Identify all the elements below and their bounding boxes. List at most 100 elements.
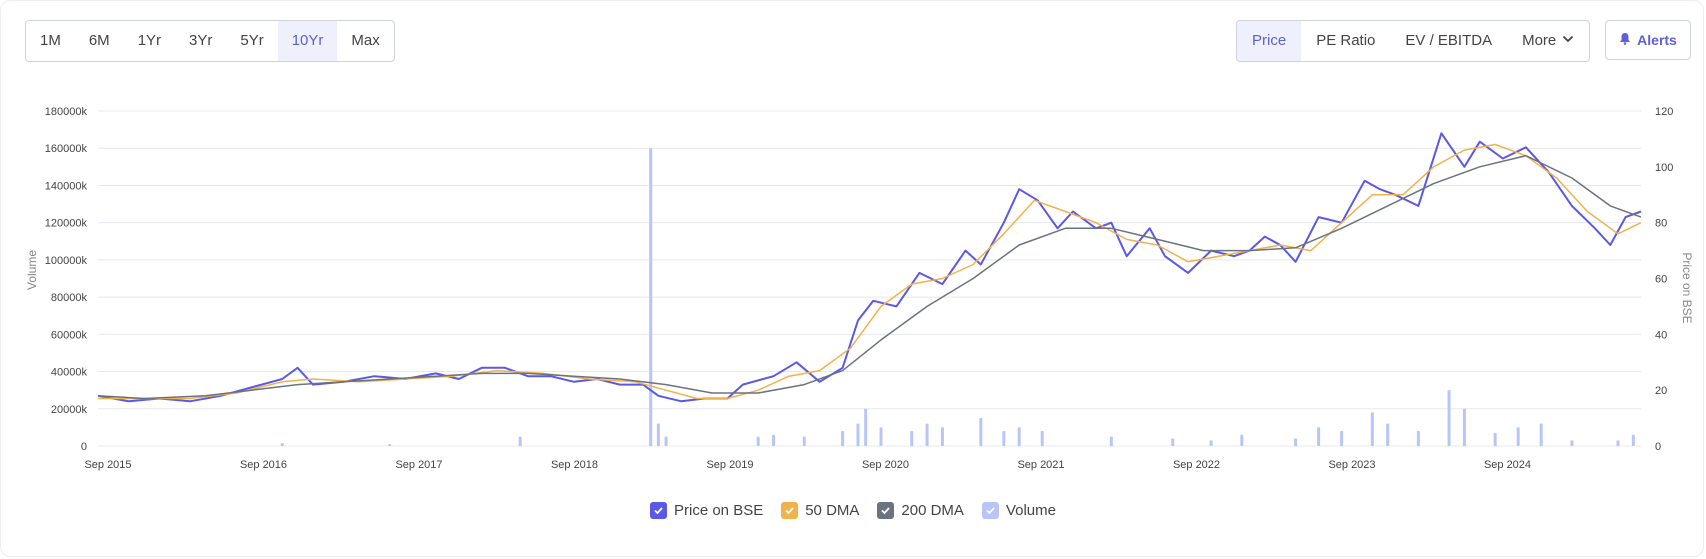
left-tick-label: 60000k [51,329,88,341]
left-axis-ticks: 0 20000k 40000k 60000k 80000k 100000k 120000k 1… [45,106,88,453]
check-icon [981,502,999,519]
volume-bar [1002,431,1006,446]
volume-bar [979,418,983,446]
range-10yr[interactable]: 10Yr [277,21,338,61]
legend-label: 200 DMA [901,502,964,519]
left-tick-label: 100000k [45,255,88,267]
volume-bar [925,423,929,446]
volume-bar [1570,440,1574,446]
x-tick-label: Sep 2024 [1484,459,1531,471]
volume-bar [841,431,845,446]
legend-label: 50 DMA [805,502,860,519]
left-tick-label: 160000k [45,143,88,155]
legend-volume[interactable]: Volume [981,502,1056,519]
volume-bar [1017,427,1021,446]
volume-bar [518,436,522,446]
right-tick-label: 120 [1655,106,1673,118]
volume-bar [1370,412,1374,446]
x-tick-label: Sep 2017 [395,459,442,471]
metric-label: Price [1252,32,1287,49]
left-axis-title: Volume [25,250,39,290]
right-tick-label: 100 [1655,162,1673,174]
volume-bar [1209,440,1213,446]
metric-ev-ebitda[interactable]: EV / EBITDA [1390,21,1507,61]
volume-bar [1447,390,1451,446]
chart-legend: Price on BSE 50 DMA 200 DMA Volume [0,502,1706,519]
left-tick-label: 140000k [45,180,88,192]
volume-bar [388,444,392,446]
volume-bar [802,436,806,446]
volume-bar [756,436,760,446]
time-range-selector: 1M 6M 1Yr 3Yr 5Yr 10Yr Max [25,20,395,62]
left-tick-label: 0 [81,441,87,453]
right-axis-ticks: 0 20 40 60 80 100 120 [1655,106,1673,453]
volume-bar [910,431,914,446]
series-line-price-on-bse [97,132,1642,403]
range-1yr[interactable]: 1Yr [137,32,162,49]
volume-bar [856,423,860,446]
more-label: More [1522,32,1557,49]
x-tick-label: Sep 2023 [1328,459,1375,471]
check-icon [877,502,895,519]
series-line-50-dma [98,143,1642,400]
legend-label: Volume [1005,502,1056,519]
legend-price[interactable]: Price on BSE [650,502,763,519]
price-volume-chart: 0 20000k 40000k 60000k 80000k 100000k 120000k 1… [25,106,1694,471]
bell-icon [1619,32,1631,48]
x-tick-label: Sep 2021 [1017,459,1064,471]
range-5yr[interactable]: 5Yr [240,32,264,49]
volume-bar [1386,423,1390,446]
metric-label: PE Ratio [1316,32,1376,49]
volume-bar [1040,431,1044,446]
metric-label: EV / EBITDA [1405,32,1493,49]
volume-bar [1631,434,1635,446]
volume-bar [1539,423,1543,446]
x-tick-label: Sep 2020 [862,459,909,471]
volume-bar [656,423,660,446]
x-tick-label: Sep 2016 [240,459,287,471]
volume-bars [280,148,1635,446]
x-tick-label: Sep 2018 [551,459,598,471]
volume-bar [1294,438,1298,446]
series-lines [97,132,1642,403]
volume-bar [1171,438,1175,446]
metric-selector: Price PE Ratio EV / EBITDA More [1236,20,1591,62]
legend-200dma[interactable]: 200 DMA [877,502,964,519]
legend-50dma[interactable]: 50 DMA [781,502,859,519]
right-tick-label: 80 [1655,218,1667,230]
right-axis-title: Price on BSE [1680,252,1694,323]
x-tick-label: Sep 2019 [706,459,753,471]
right-tick-label: 20 [1655,385,1667,397]
x-axis-ticks: Sep 2015 Sep 2016 Sep 2017 Sep 2018 Sep 2019… [84,459,1531,471]
left-tick-label: 120000k [45,218,88,230]
left-tick-label: 80000k [51,292,88,304]
volume-bar [1340,431,1344,446]
volume-bar [1416,431,1420,446]
volume-bar [664,436,668,446]
volume-bar [1493,432,1497,446]
left-tick-label: 180000k [45,106,88,118]
volume-bar [940,427,944,446]
metric-pe-ratio[interactable]: PE Ratio [1301,21,1390,61]
range-max[interactable]: Max [351,32,380,49]
range-1m[interactable]: 1M [40,32,61,49]
volume-bar [1109,436,1113,446]
volume-bar [879,427,883,446]
chevron-down-icon [1562,21,1574,61]
range-6m[interactable]: 6M [88,32,110,49]
volume-bar [1240,434,1244,446]
right-tick-label: 60 [1655,274,1667,286]
alerts-button[interactable]: Alerts [1605,20,1691,60]
volume-bar [280,443,284,446]
right-tick-label: 40 [1655,329,1667,341]
volume-bar [1516,427,1520,446]
series-line-200-dma [97,154,1642,400]
check-icon [781,502,799,519]
volume-bar [1616,440,1620,446]
range-3yr[interactable]: 3Yr [189,32,213,49]
x-tick-label: Sep 2022 [1173,459,1220,471]
more-dropdown[interactable]: More [1507,21,1589,61]
metric-price[interactable]: Price [1237,21,1302,61]
volume-bar [772,434,776,446]
